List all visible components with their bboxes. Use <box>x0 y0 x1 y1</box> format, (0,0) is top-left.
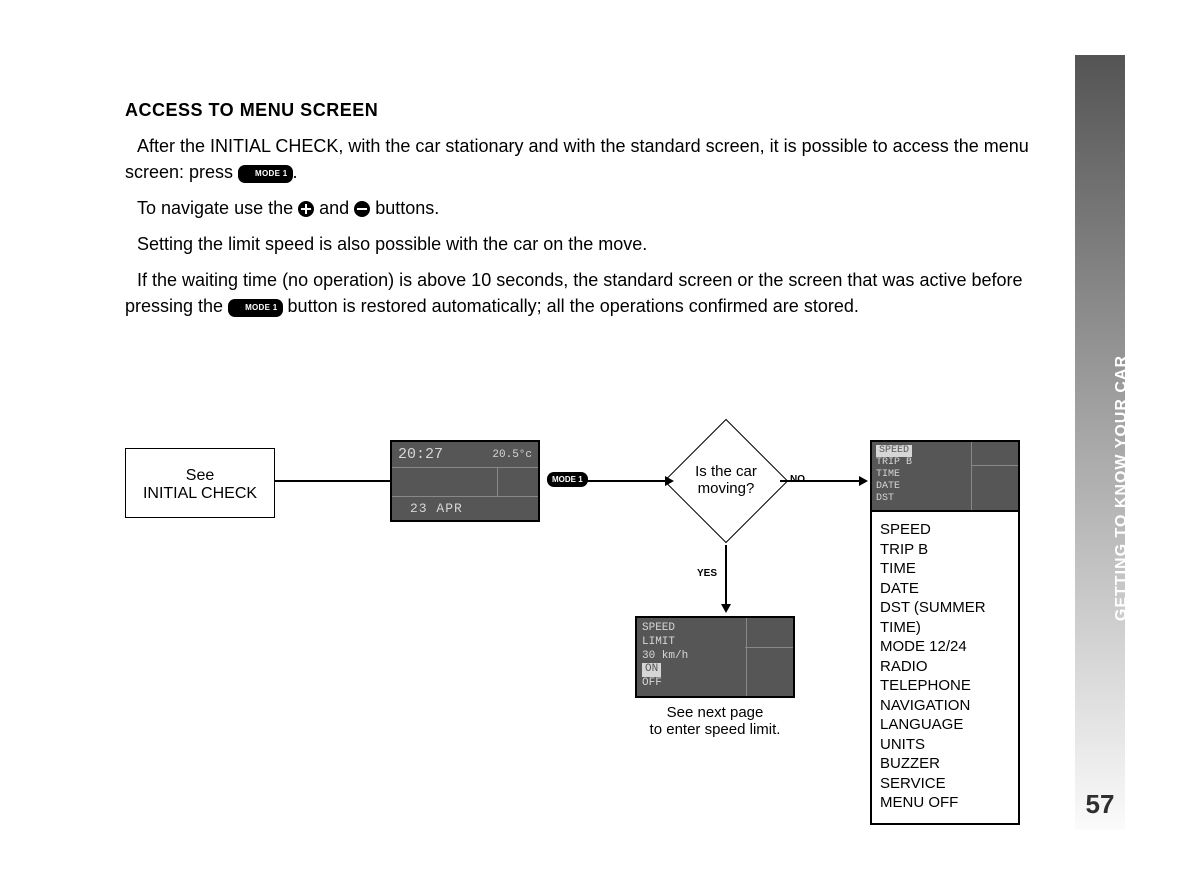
flow-speed-limit-caption: See next page to enter speed limit. <box>635 704 795 739</box>
flow-yes-label: YES <box>697 568 717 579</box>
minus-button-icon <box>354 201 370 217</box>
paragraph-3: Setting the limit speed is also possible… <box>125 231 1070 257</box>
flow-connector <box>586 480 666 482</box>
menu-item: TIME <box>880 559 1010 579</box>
paragraph-1: After the INITIAL CHECK, with the car st… <box>125 133 1070 185</box>
lcd2-off: OFF <box>642 677 741 691</box>
lcd2-l2: LIMIT <box>642 636 741 650</box>
p2-text-a: To navigate use the <box>137 198 298 218</box>
flow-speed-limit-panel: SPEED LIMIT 30 km/h ON OFF See next page… <box>635 616 795 739</box>
p1-text-b: . <box>293 162 298 182</box>
menu-item: DATE <box>880 579 1010 599</box>
page-content: ACCESS TO MENU SCREEN After the INITIAL … <box>125 100 1070 330</box>
flow-speed-limit-lcd: SPEED LIMIT 30 km/h ON OFF <box>635 616 795 698</box>
section-heading: ACCESS TO MENU SCREEN <box>125 100 1070 121</box>
lcd3-i1: TRIP B <box>876 457 967 469</box>
chapter-title: GETTING TO KNOW YOUR CAR <box>1113 355 1131 621</box>
menu-item: MODE 12/24 <box>880 637 1010 657</box>
arrow-right-icon <box>859 476 868 486</box>
flow-initial-check-box: See INITIAL CHECK <box>125 448 275 518</box>
menu-item: BUZZER <box>880 754 1010 774</box>
cap-l2: to enter speed limit. <box>650 721 781 738</box>
lcd1-temp: 20.5°c <box>492 449 532 461</box>
plus-button-icon <box>298 201 314 217</box>
decision-l1: Is the car <box>695 463 757 480</box>
menu-item: NAVIGATION <box>880 696 1010 716</box>
flow-mode1-chip-icon: MODE 1 <box>547 472 588 487</box>
lcd3-i0: SPEED <box>876 445 912 457</box>
lcd1-date: 23 APR <box>410 501 463 516</box>
flow-decision-text: Is the car moving? <box>672 464 780 497</box>
p4-text-b: button is restored automatically; all th… <box>283 296 859 316</box>
lcd2-l3: 30 km/h <box>642 650 741 664</box>
flowchart: See INITIAL CHECK 20:27 20.5°c 23 APR MO… <box>125 420 1070 840</box>
menu-item: MENU OFF <box>880 793 1010 813</box>
box1-line1: See <box>186 467 214 484</box>
lcd3-i3: DATE <box>876 481 967 493</box>
menu-item: TRIP B <box>880 540 1010 560</box>
menu-item: SERVICE <box>880 774 1010 794</box>
menu-item: RADIO <box>880 657 1010 677</box>
mode1-pill-icon: MODE 1 <box>228 299 282 317</box>
lcd2-l1: SPEED <box>642 622 741 636</box>
lcd3-i2: TIME <box>876 469 967 481</box>
flow-connector <box>275 480 390 482</box>
menu-item: TELEPHONE <box>880 676 1010 696</box>
box1-line2: INITIAL CHECK <box>143 485 257 502</box>
decision-l2: moving? <box>698 480 755 497</box>
flow-menu-lcd: SPEED TRIP B TIME DATE DST <box>872 442 1018 512</box>
page-number: 57 <box>1075 789 1125 820</box>
p2-text-c: buttons. <box>375 198 439 218</box>
paragraph-4: If the waiting time (no operation) is ab… <box>125 267 1070 319</box>
arrow-down-icon <box>721 604 731 613</box>
arrow-right-icon <box>665 476 674 486</box>
p2-text-b: and <box>319 198 354 218</box>
lcd3-i4: DST <box>876 493 967 505</box>
flow-standard-screen-lcd: 20:27 20.5°c 23 APR <box>390 440 540 522</box>
lcd2-on: ON <box>642 663 661 677</box>
menu-item: UNITS <box>880 735 1010 755</box>
flow-menu-list: SPEED TRIP B TIME DATE DST (SUMMER TIME)… <box>872 512 1018 823</box>
menu-item: DST (SUMMER TIME) <box>880 598 1010 637</box>
flow-connector <box>780 480 860 482</box>
flow-menu-box: SPEED TRIP B TIME DATE DST SPEED TRIP B … <box>870 440 1020 825</box>
cap-l1: See next page <box>667 704 764 721</box>
mode1-pill-icon: MODE 1 <box>238 165 292 183</box>
flow-connector <box>725 545 727 605</box>
paragraph-2: To navigate use the and buttons. <box>125 195 1070 221</box>
lcd1-time: 20:27 <box>398 446 443 463</box>
menu-item: SPEED <box>880 520 1010 540</box>
chapter-sidebar: GETTING TO KNOW YOUR CAR 57 <box>1075 55 1125 830</box>
menu-item: LANGUAGE <box>880 715 1010 735</box>
